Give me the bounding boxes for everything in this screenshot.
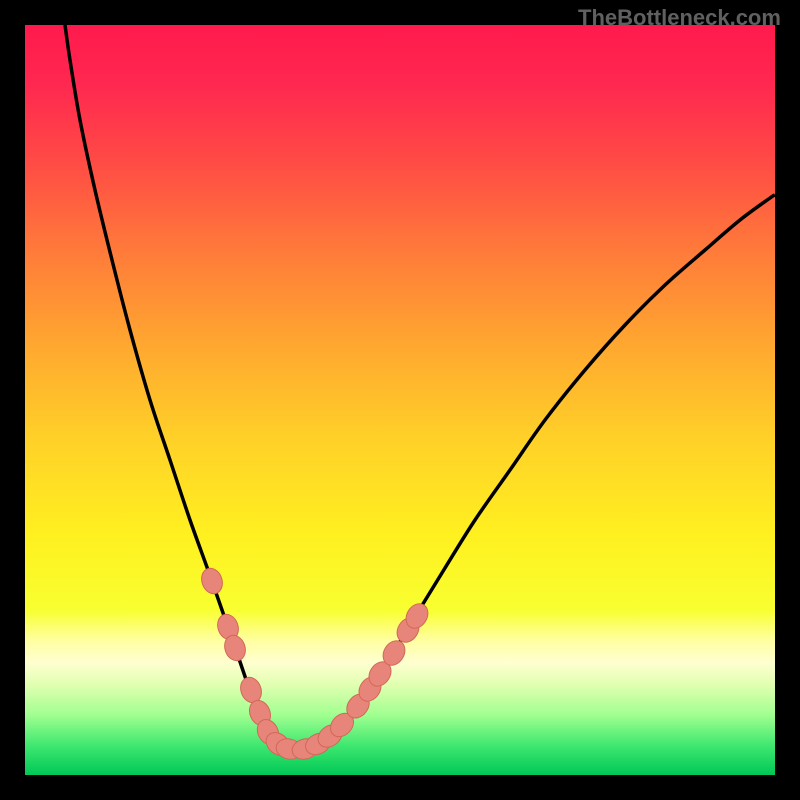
bead-markers: [25, 25, 775, 775]
watermark-text: TheBottleneck.com: [578, 5, 781, 31]
bead-marker: [198, 565, 226, 596]
chart-plot-area: [25, 25, 775, 775]
